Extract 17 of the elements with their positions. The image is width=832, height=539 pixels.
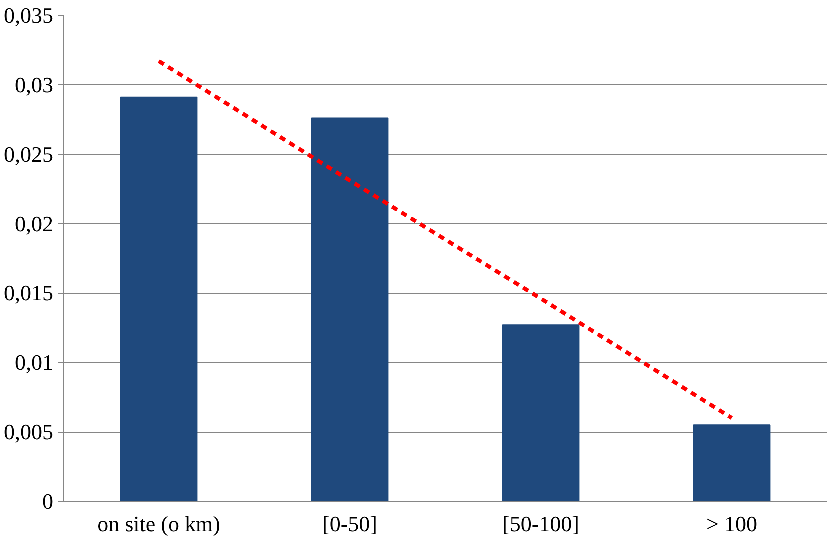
- x-tick-label: on site (o km): [98, 512, 220, 536]
- bar: [502, 324, 580, 502]
- y-tick-label: 0,02: [15, 211, 54, 236]
- y-tick-label: 0,01: [15, 350, 54, 376]
- bar: [311, 118, 389, 502]
- x-tick-label: [0-50]: [322, 512, 378, 536]
- y-tick-label: 0,005: [4, 420, 54, 445]
- y-tick-label: 0,035: [4, 3, 54, 28]
- y-tick-label: 0,025: [4, 142, 54, 167]
- bar: [693, 424, 771, 502]
- x-tick-label: [50-100]: [502, 512, 580, 536]
- line-series: [157, 59, 734, 420]
- bar: [120, 96, 198, 502]
- y-tick-label: 0,03: [15, 72, 54, 98]
- y-tick-label: 0,015: [4, 280, 54, 306]
- y-tick-label: 0: [42, 489, 54, 514]
- x-tick-label: > 100: [706, 512, 758, 536]
